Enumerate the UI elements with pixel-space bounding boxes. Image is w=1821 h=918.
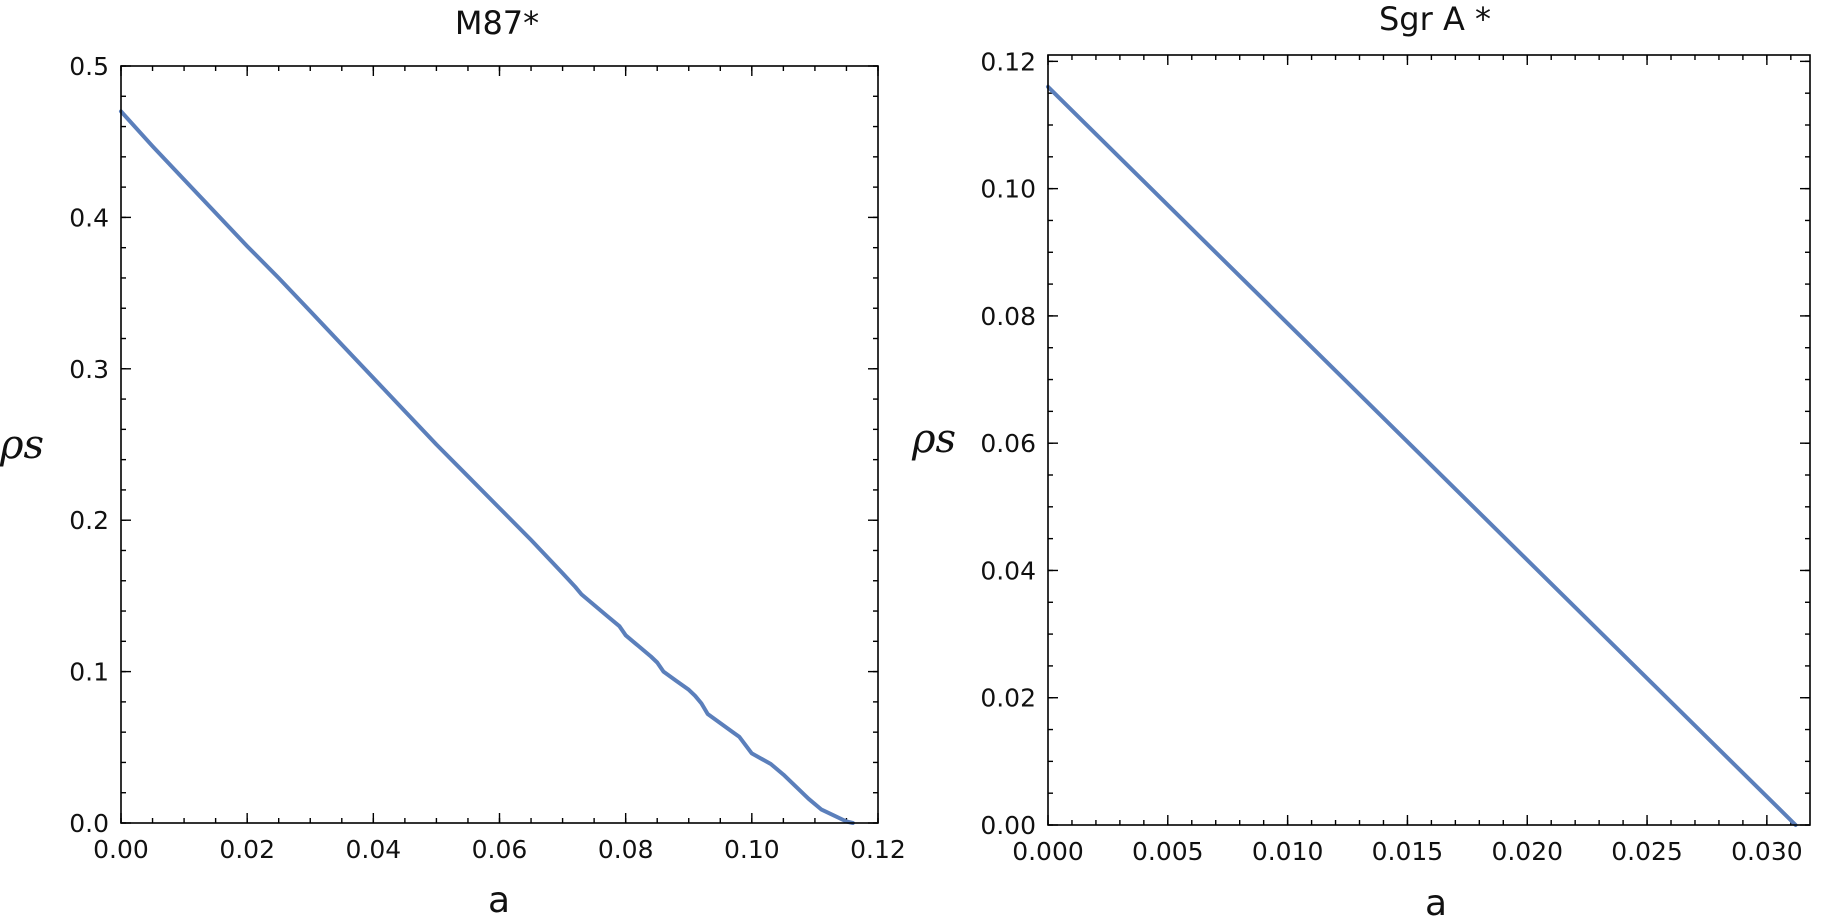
chart-title: M87* — [455, 4, 539, 42]
y-tick-label: 0.12 — [980, 47, 1036, 76]
axis-ticks — [120, 65, 879, 824]
x-tick-label: 0.04 — [345, 835, 401, 864]
x-tick-label: 0.00 — [93, 835, 149, 864]
x-tick-label: 0.06 — [472, 835, 528, 864]
y-tick-label: 0.5 — [69, 52, 109, 81]
x-tick-label: 0.020 — [1491, 837, 1563, 866]
series-line — [1046, 84, 1798, 827]
x-axis-label: a — [1425, 883, 1447, 918]
x-tick-label: 0.08 — [598, 835, 654, 864]
x-tick-label: 0.015 — [1372, 837, 1444, 866]
y-tick-label: 0.10 — [980, 175, 1036, 204]
tick-labels: 0.00 0.02 0.04 0.06 0.08 0.10 0.12 0.0 0.1 0.2 0.3… — [69, 52, 906, 864]
x-tick-label: 0.025 — [1611, 837, 1683, 866]
x-axis-label: a — [488, 880, 510, 918]
y-axis-label: ρs — [911, 416, 956, 462]
y-tick-label: 0.08 — [980, 302, 1036, 331]
x-tick-label: 0.010 — [1252, 837, 1324, 866]
x-tick-label: 0.10 — [724, 835, 780, 864]
tick-labels: 0.000 0.005 0.010 0.015 0.020 0.025 0.030 0.00 0… — [980, 47, 1802, 866]
chart-title: Sgr A * — [1379, 0, 1491, 38]
series-line — [119, 109, 855, 825]
x-tick-label: 0.12 — [850, 835, 906, 864]
y-tick-label: 0.4 — [69, 203, 109, 232]
y-axis-label: ρs — [0, 422, 44, 468]
x-tick-label: 0.02 — [219, 835, 275, 864]
chart-sgr-a: Sgr A * ρs a 0.000 0.005 0.010 0.015 0.020 0.… — [911, 0, 1811, 918]
y-tick-label: 0.04 — [980, 556, 1036, 585]
y-tick-label: 0.06 — [980, 429, 1036, 458]
plot-frame — [120, 65, 879, 824]
y-tick-label: 0.2 — [69, 506, 109, 535]
chart-m87: M87* ρs a 0.00 0.02 0.04 0.06 0.08 0.10 0.120.… — [0, 4, 906, 918]
x-tick-label: 0.000 — [1012, 837, 1084, 866]
y-tick-label: 0.02 — [980, 684, 1036, 713]
plot-frame — [1047, 54, 1811, 826]
x-tick-label: 0.005 — [1132, 837, 1204, 866]
axis-ticks — [1047, 55, 1810, 826]
y-tick-label: 0.0 — [69, 809, 109, 838]
y-tick-label: 0.00 — [980, 811, 1036, 840]
x-tick-label: 0.030 — [1731, 837, 1803, 866]
y-tick-label: 0.3 — [69, 355, 109, 384]
y-tick-label: 0.1 — [69, 658, 109, 687]
